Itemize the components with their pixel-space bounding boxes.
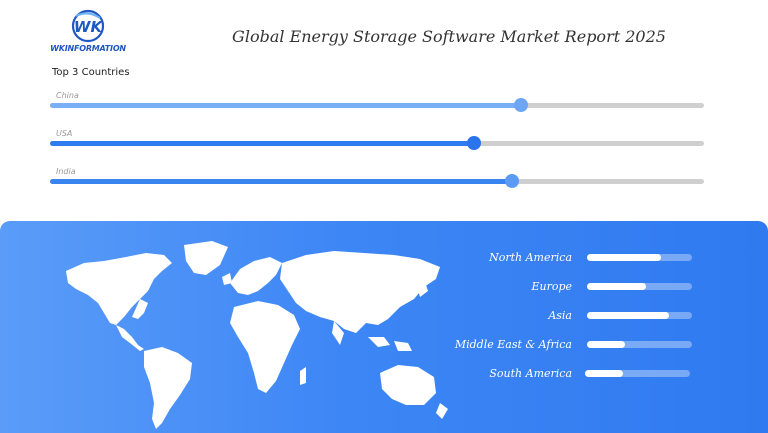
country-label: USA: [56, 129, 73, 138]
country-label: India: [56, 167, 76, 176]
slider-knob[interactable]: [504, 174, 519, 188]
slider-knob[interactable]: [513, 98, 528, 112]
region-row: Europe: [0, 280, 768, 300]
region-row: Asia: [0, 309, 768, 329]
region-bar: [585, 370, 623, 377]
report-header: WK WKINFORMATION Global Energy Storage S…: [0, 0, 768, 60]
country-label: China: [56, 91, 79, 100]
logo-text: WKINFORMATION: [50, 44, 126, 53]
country-slider-china: China: [50, 91, 704, 121]
region-row: South America: [0, 367, 768, 387]
region-label: Middle East & Africa: [454, 338, 572, 351]
slider-track: [50, 98, 704, 112]
svg-text:WK: WK: [74, 18, 104, 36]
regions-panel: North America Europe Asia Middle East & Afr…: [0, 221, 768, 433]
slider-knob[interactable]: [466, 136, 481, 150]
region-bar-track: [587, 341, 692, 348]
region-bar: [587, 312, 669, 319]
region-bar: [587, 341, 625, 348]
slider-fill: [50, 141, 474, 146]
slider-track: [50, 174, 704, 188]
region-bar-track: [587, 254, 692, 261]
page-title: Global Energy Storage Software Market Re…: [232, 27, 666, 46]
region-label: South America: [489, 367, 572, 380]
region-row: North America: [0, 251, 768, 271]
slider-track: [50, 136, 704, 150]
region-label: Europe: [531, 280, 572, 293]
slider-fill: [50, 103, 521, 108]
region-label: Asia: [548, 309, 572, 322]
wkinformation-logo: WK WKINFORMATION: [48, 8, 128, 54]
region-bar-track: [585, 370, 690, 377]
top-countries-heading: Top 3 Countries: [52, 67, 130, 78]
region-label: North America: [489, 251, 572, 264]
slider-fill: [50, 179, 512, 184]
country-slider-usa: USA: [50, 129, 704, 159]
region-bar-track: [587, 312, 692, 319]
region-bar: [587, 254, 661, 261]
region-bar-track: [587, 283, 692, 290]
country-slider-india: India: [50, 167, 704, 197]
region-row: Middle East & Africa: [0, 338, 768, 358]
logo-mark-icon: WK: [71, 9, 105, 43]
region-bar: [587, 283, 646, 290]
world-map-icon: [66, 241, 448, 429]
